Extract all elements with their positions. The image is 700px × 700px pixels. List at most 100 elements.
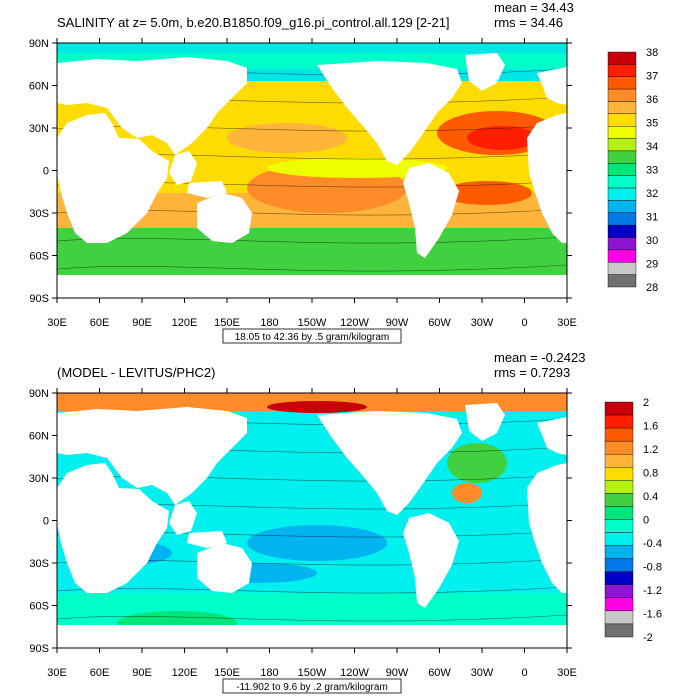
lon-label: 60W	[428, 667, 451, 679]
lat-label: 30N	[29, 473, 49, 485]
colorbar-swatch	[604, 440, 634, 455]
colorbar-swatch	[607, 64, 637, 77]
lon-label: 90W	[386, 317, 409, 329]
colorbar-swatch	[604, 558, 634, 572]
colorbar-label: 32	[646, 188, 658, 200]
lon-label: 150W	[298, 317, 327, 329]
colorbar-swatch	[607, 200, 637, 213]
colorbar-swatch	[604, 532, 634, 546]
lon-label: 90E	[132, 667, 152, 679]
colorbar: 38 37 36 35 34 33 32 31 30 29 28	[607, 47, 658, 294]
lat-label: 90N	[29, 38, 49, 50]
colorbar-label: -0.4	[643, 538, 662, 550]
panel-title: SALINITY at z= 5.0m, b.e20.B1850.f09_g16…	[57, 15, 450, 30]
colorbar-swatch	[604, 506, 634, 520]
colorbar-label: -2	[643, 632, 653, 644]
lat-label: 0	[43, 166, 49, 178]
colorbar-label: 31	[646, 212, 658, 224]
colorbar-label: 0.4	[643, 491, 658, 503]
lat-label: 60N	[29, 81, 49, 93]
lon-label: 150W	[298, 667, 327, 679]
lat-label: 0	[43, 516, 49, 528]
lon-label: 60W	[428, 317, 451, 329]
contour-info: 18.05 to 42.36 by .5 gram/kilogram	[235, 332, 390, 343]
colorbar-swatch	[607, 237, 637, 251]
lon-label: 30E	[47, 317, 67, 329]
colorbar-swatch	[607, 163, 637, 176]
stat-value: mean = -0.2423	[494, 350, 585, 365]
lon-label: 30W	[471, 667, 494, 679]
colorbar-swatch	[604, 454, 634, 468]
lat-label: 90S	[29, 293, 49, 305]
lat-label: 90N	[29, 388, 49, 400]
lat-label: 60S	[29, 601, 49, 613]
colorbar-label: 28	[646, 282, 658, 294]
colorbar-swatch	[604, 623, 634, 638]
colorbar-label: 2	[643, 397, 649, 409]
colorbar-swatch	[604, 519, 634, 533]
contour-info-box	[222, 328, 402, 344]
lon-label: 60E	[90, 667, 110, 679]
colorbar-label: 0	[643, 515, 649, 527]
colorbar-swatch	[604, 597, 634, 612]
colorbar-label: 34	[646, 141, 658, 153]
colorbar-label: -1.6	[643, 609, 662, 621]
lat-label: 30S	[29, 558, 49, 570]
contour-info-box	[222, 678, 402, 694]
lon-label: 120E	[172, 667, 198, 679]
lon-label: 90W	[386, 667, 409, 679]
colorbar-label: 29	[646, 259, 658, 271]
colorbar-swatch	[604, 493, 634, 507]
lat-label: 30S	[29, 208, 49, 220]
stat-value: rms = 0.7293	[494, 365, 570, 380]
colorbar-label: -0.8	[643, 562, 662, 574]
colorbar-swatch	[607, 212, 637, 226]
colorbar-swatch	[607, 187, 637, 201]
colorbar-swatch	[604, 480, 634, 494]
colorbar-swatch	[607, 101, 637, 115]
lon-label: 60E	[90, 317, 110, 329]
colorbar-label: -1.2	[643, 585, 662, 597]
colorbar-label: 33	[646, 165, 658, 177]
lat-label: 30N	[29, 123, 49, 135]
lon-label: 30E	[557, 667, 577, 679]
colorbar-label: 1.2	[643, 444, 658, 456]
colorbar-swatch	[604, 610, 634, 625]
map-bottom	[56, 392, 568, 649]
colorbar-swatch	[607, 138, 637, 152]
colorbar-swatch	[607, 262, 637, 275]
colorbar-label: 36	[646, 94, 658, 106]
colorbar-swatch	[604, 571, 634, 585]
colorbar-swatch	[604, 427, 634, 442]
lon-label: 0	[521, 667, 527, 679]
panel-title: (MODEL - LEVITUS/PHC2)	[57, 365, 215, 380]
ocean-field	[57, 393, 567, 648]
colorbar-label: 1.6	[643, 421, 658, 433]
lon-label: 150E	[214, 317, 240, 329]
lat-label: 60N	[29, 431, 49, 443]
colorbar-swatch	[604, 584, 634, 599]
colorbar-swatch	[607, 175, 637, 189]
colorbar-swatch	[607, 249, 637, 263]
colorbar-swatch	[607, 76, 637, 90]
lon-label: 180	[260, 317, 278, 329]
lat-label: 60S	[29, 251, 49, 263]
lon-label: 0	[521, 317, 527, 329]
lon-label: 120W	[340, 317, 369, 329]
lon-label: 120W	[340, 667, 369, 679]
colorbar-swatch	[607, 51, 637, 65]
colorbar-label: 0.8	[643, 468, 658, 480]
colorbar-label: 38	[646, 47, 658, 59]
colorbar-swatch	[607, 274, 637, 288]
colorbar-swatch	[604, 414, 634, 429]
lon-label: 150E	[214, 667, 240, 679]
stat-value: mean = 34.43	[494, 0, 574, 15]
colorbar-swatch	[607, 88, 637, 102]
lon-label: 180	[260, 667, 278, 679]
colorbar-label: 37	[646, 71, 658, 83]
colorbar-swatch	[607, 150, 637, 164]
lon-label: 90E	[132, 317, 152, 329]
panel-bottom: 90N 60N 30N 0 30S 60S 90S 30E 60E 90E 120E 150E 180 1…	[29, 350, 662, 694]
colorbar-swatch	[604, 545, 634, 559]
